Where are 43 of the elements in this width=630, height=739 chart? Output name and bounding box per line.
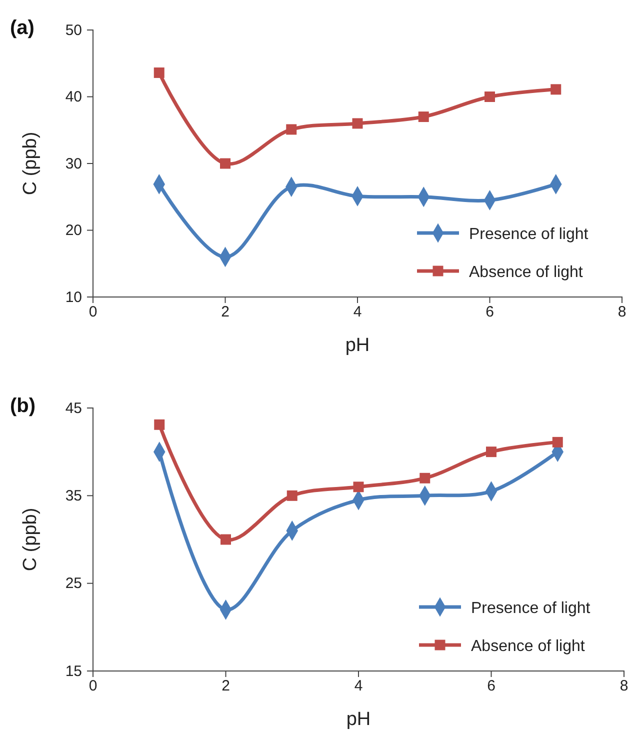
legend-label: Absence of light (471, 638, 586, 655)
point (286, 490, 298, 501)
point (220, 534, 231, 545)
y-tick-label: 15 (65, 662, 82, 680)
x-tick-label: 2 (221, 304, 230, 321)
y-tick-label: 20 (65, 222, 82, 240)
legend-label: Presence of light (469, 226, 589, 243)
x-tick-label: 4 (353, 304, 362, 321)
x-tick-label: 8 (620, 678, 628, 695)
point (484, 92, 495, 102)
point (420, 472, 430, 484)
y-tick-label: 50 (65, 22, 82, 39)
point (220, 158, 230, 169)
point (154, 67, 164, 78)
y-axis-title: C (ppb) (20, 132, 41, 196)
text: (a) (10, 17, 34, 39)
y-tick-label: 30 (65, 155, 82, 172)
x-tick-label: 6 (486, 304, 494, 321)
point (418, 112, 429, 122)
x-tick-label: 2 (222, 678, 230, 695)
point (550, 84, 562, 95)
y-tick-label: 35 (65, 487, 82, 504)
x-tick-label: 0 (88, 304, 98, 321)
point (353, 482, 364, 492)
y-tick-label: 25 (65, 575, 82, 592)
y-tick-label: 45 (65, 400, 82, 417)
x-tick-label: 6 (487, 678, 496, 695)
y-tick-label: 40 (65, 88, 82, 106)
x-tick-label: 4 (354, 678, 363, 695)
point (286, 124, 297, 135)
point (154, 419, 165, 430)
x-tick-label: 0 (88, 678, 98, 695)
x-tick-label: 8 (618, 304, 626, 321)
legend-label: Presence of light (471, 600, 591, 617)
point (352, 118, 363, 129)
y-axis-title: C (ppb) (20, 508, 41, 572)
point (552, 436, 563, 448)
text: (b) (10, 395, 36, 417)
x-axis-title: pH (345, 335, 370, 356)
x-axis-title: pH (346, 709, 371, 730)
legend-label: Absence of light (469, 264, 584, 281)
y-tick-label: 10 (65, 288, 82, 306)
point (486, 446, 496, 458)
